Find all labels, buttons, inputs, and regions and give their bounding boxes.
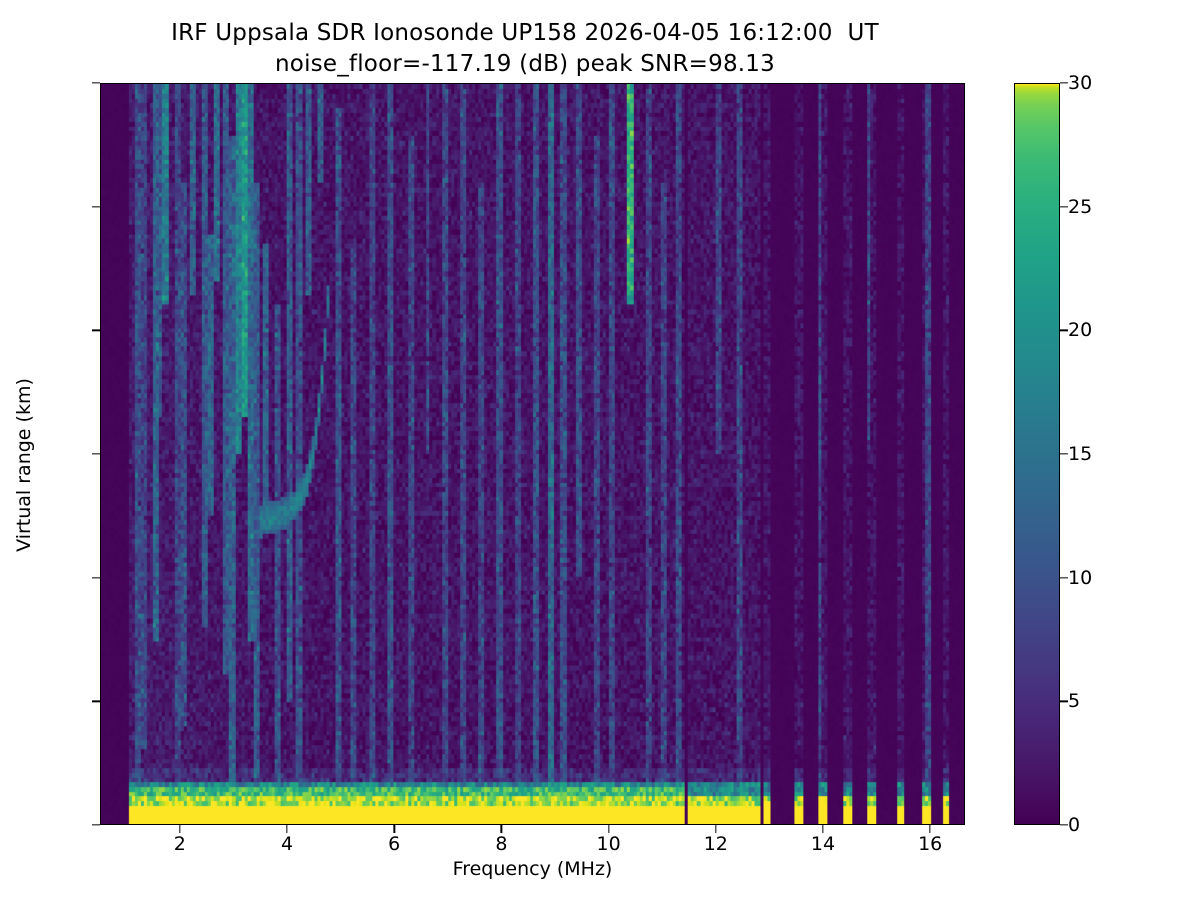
- y-axis-tick-mark: [92, 700, 100, 702]
- x-axis-tick-mark: [500, 825, 503, 833]
- x-axis-tick-label: 14: [810, 833, 836, 855]
- y-axis-tick-mark: [92, 453, 100, 455]
- ionogram-heatmap: [101, 84, 964, 824]
- x-axis-tick-mark: [179, 825, 181, 833]
- x-axis-tick-mark: [929, 825, 931, 833]
- colorbar-tick-label: 5: [1068, 690, 1081, 713]
- colorbar-tick-mark: [1060, 577, 1068, 579]
- x-axis-tick-label: 10: [596, 833, 621, 855]
- colorbar-tick-label: 25: [1068, 195, 1093, 218]
- x-axis-tick-mark: [393, 825, 395, 833]
- x-axis-tick-label: 8: [495, 833, 508, 855]
- x-axis-tick-label: 2: [173, 833, 186, 855]
- colorbar-tick-label: 0: [1068, 814, 1081, 836]
- colorbar-tick-mark: [1060, 453, 1068, 455]
- chart-title-line-2: noise_floor=-117.19 (dB) peak SNR=98.13: [275, 51, 775, 77]
- x-axis-tick-label: 4: [280, 833, 294, 855]
- x-axis-tick-label: 16: [918, 833, 943, 855]
- colorbar-tick-label: 30: [1068, 72, 1093, 94]
- colorbar-tick-mark: [1060, 329, 1068, 331]
- x-axis-tick-label: 6: [388, 833, 401, 855]
- chart-title: IRF Uppsala SDR Ionosonde UP158 2026-04-…: [0, 18, 1050, 80]
- y-axis-tick-mark: [92, 329, 100, 331]
- colorbar-tick-mark: [1060, 824, 1068, 826]
- colorbar-tick-label: 10: [1068, 566, 1093, 589]
- colorbar-tick-label: 20: [1068, 319, 1093, 342]
- chart-title-line-1: IRF Uppsala SDR Ionosonde UP158 2026-04-…: [171, 20, 879, 46]
- x-axis-tick-mark: [715, 825, 717, 833]
- colorbar-tick-mark: [1060, 82, 1068, 84]
- x-axis-tick-label: 12: [703, 833, 728, 855]
- y-axis-tick-mark: [92, 206, 100, 208]
- colorbar-tick-mark: [1060, 700, 1068, 702]
- x-axis-tick-mark: [607, 825, 610, 833]
- y-axis-label: Virtual range (km): [13, 378, 35, 552]
- colorbar: [1014, 83, 1060, 825]
- x-axis-label: Frequency (MHz): [452, 858, 613, 880]
- ionogram-plot-area: [100, 83, 965, 825]
- x-axis-tick-mark: [286, 825, 288, 833]
- x-axis-tick-mark: [822, 825, 824, 833]
- colorbar-tick-mark: [1060, 206, 1068, 208]
- y-axis-tick-mark: [92, 577, 100, 579]
- colorbar-tick-label: 15: [1068, 443, 1093, 465]
- y-axis-tick-mark: [92, 82, 100, 84]
- y-axis-tick-mark: [92, 824, 100, 826]
- colorbar-gradient: [1014, 83, 1060, 825]
